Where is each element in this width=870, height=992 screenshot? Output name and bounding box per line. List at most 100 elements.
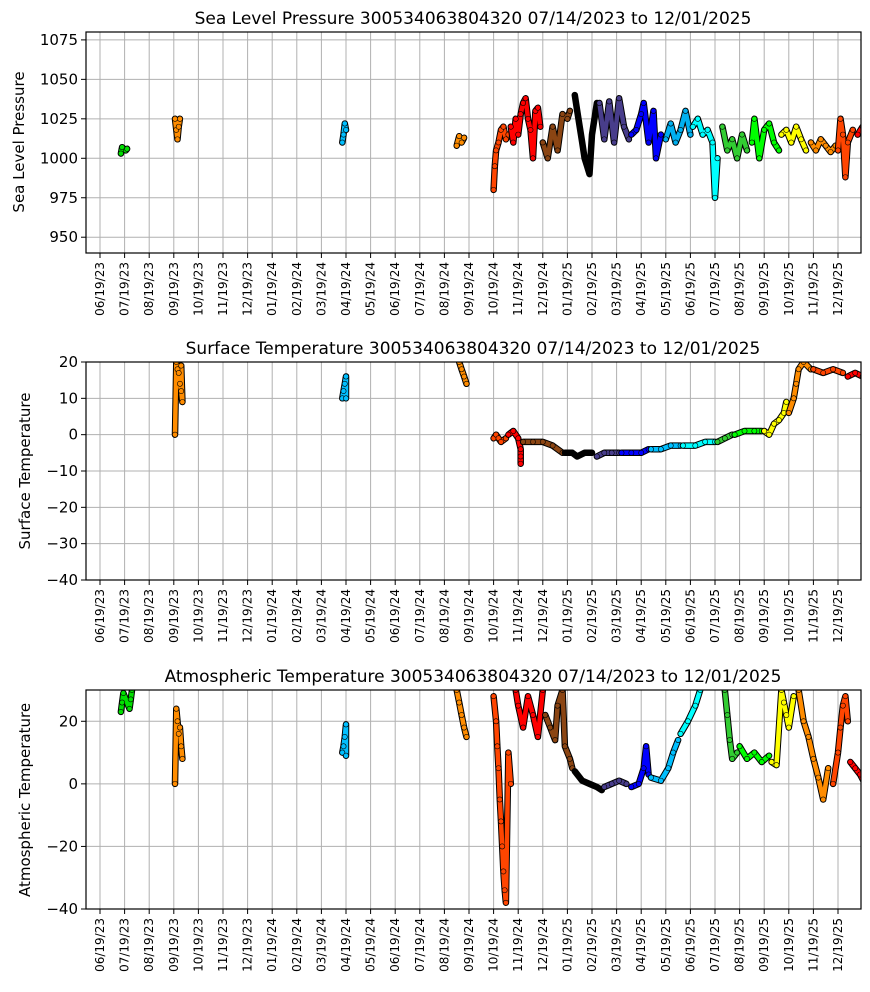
data-point: [549, 123, 556, 130]
data-point: [461, 724, 467, 731]
data-point: [736, 743, 743, 750]
data-point: [852, 369, 859, 376]
data-point: [865, 140, 870, 145]
data-point: [672, 139, 679, 146]
data-point: [827, 149, 834, 155]
data-point: [862, 781, 867, 786]
data-point: [640, 765, 647, 772]
x-tick-label: 02/19/24: [290, 262, 304, 316]
sea-level-pressure-panel: Sea Level Pressure 300534063804320 07/14…: [10, 9, 870, 316]
y-tick-label: −20: [46, 498, 78, 516]
x-tick-label: 07/19/23: [118, 262, 132, 316]
data-point: [498, 818, 504, 825]
data-point: [734, 155, 741, 162]
data-point: [800, 718, 807, 725]
series-jan-2025: [571, 768, 606, 794]
data-point: [517, 111, 524, 117]
series-jul-2023: [117, 690, 136, 716]
data-point: [837, 724, 844, 731]
data-point: [530, 439, 536, 445]
data-point: [739, 131, 745, 138]
data-point: [712, 194, 718, 201]
data-point: [520, 724, 527, 731]
data-point: [852, 765, 859, 772]
data-point: [542, 712, 549, 718]
data-point: [458, 366, 465, 373]
data-point: [525, 115, 531, 122]
series-line: [732, 428, 764, 437]
data-point: [840, 702, 846, 709]
data-point: [339, 139, 346, 146]
data-point: [825, 765, 832, 772]
x-tick-label: 01/19/25: [560, 918, 574, 972]
y-tick-label: −20: [46, 837, 78, 855]
series-jul-2025: [748, 115, 783, 162]
data-point: [844, 718, 851, 725]
x-tick-label: 07/19/24: [413, 589, 427, 643]
data-point: [566, 108, 573, 114]
data-point: [569, 449, 576, 456]
y-tick-label: 10: [59, 389, 78, 407]
data-point: [343, 752, 349, 759]
axes-frame: [85, 31, 862, 254]
data-point: [842, 174, 849, 181]
data-point: [677, 126, 684, 133]
data-point: [810, 755, 817, 762]
series-mar-2024: [339, 120, 350, 146]
x-tick-label: 12/19/25: [831, 918, 845, 972]
data-point: [704, 126, 711, 133]
data-point: [780, 699, 787, 706]
data-point: [534, 734, 541, 740]
series-sep-2025: [785, 362, 815, 417]
x-tick-label: 08/19/24: [437, 918, 451, 972]
series-oct-2025: [834, 115, 857, 181]
x-tick-label: 11/19/24: [511, 262, 525, 316]
data-point: [177, 115, 183, 122]
x-tick-label: 11/19/23: [216, 918, 230, 972]
data-point: [628, 449, 635, 456]
x-tick-label: 12/19/25: [831, 262, 845, 316]
data-point: [458, 139, 465, 146]
y-tick-label: 0: [68, 775, 78, 793]
data-point: [456, 699, 463, 706]
x-tick-label: 04/19/24: [339, 589, 353, 643]
data-point: [493, 147, 499, 154]
data-point: [594, 784, 600, 790]
y-axis-label: Sea Level Pressure: [10, 71, 28, 212]
data-point: [589, 131, 595, 138]
data-point: [463, 734, 470, 740]
data-point: [517, 446, 524, 453]
data-point: [677, 730, 684, 737]
series-line: [491, 694, 514, 905]
x-tick-label: 11/19/23: [216, 262, 230, 316]
x-tick-label: 09/19/23: [167, 589, 181, 643]
x-tick-label: 05/19/24: [364, 262, 378, 316]
data-point: [776, 147, 782, 154]
data-point: [635, 780, 642, 787]
data-point: [665, 765, 672, 772]
series-mar-2025: [618, 445, 652, 457]
data-point: [776, 417, 782, 424]
data-point: [172, 115, 178, 122]
series-aug-2024: [453, 690, 470, 741]
data-point: [456, 362, 463, 365]
data-point: [709, 139, 716, 146]
data-point: [638, 449, 645, 456]
data-point: [800, 362, 807, 365]
data-point: [343, 126, 349, 133]
data-point: [525, 693, 531, 700]
series-mar-2024: [339, 721, 350, 759]
data-point: [628, 784, 635, 790]
data-point: [729, 755, 736, 762]
series-line: [845, 370, 861, 379]
data-point: [645, 139, 652, 146]
y-tick-label: −30: [46, 535, 78, 553]
data-point: [822, 142, 829, 149]
data-point: [768, 759, 775, 765]
x-tick-label: 04/19/24: [339, 262, 353, 316]
data-point: [490, 693, 497, 700]
data-point: [741, 428, 748, 434]
x-tick-label: 10/19/23: [191, 918, 205, 972]
y-tick-label: 1025: [40, 110, 78, 128]
data-point: [815, 774, 822, 781]
